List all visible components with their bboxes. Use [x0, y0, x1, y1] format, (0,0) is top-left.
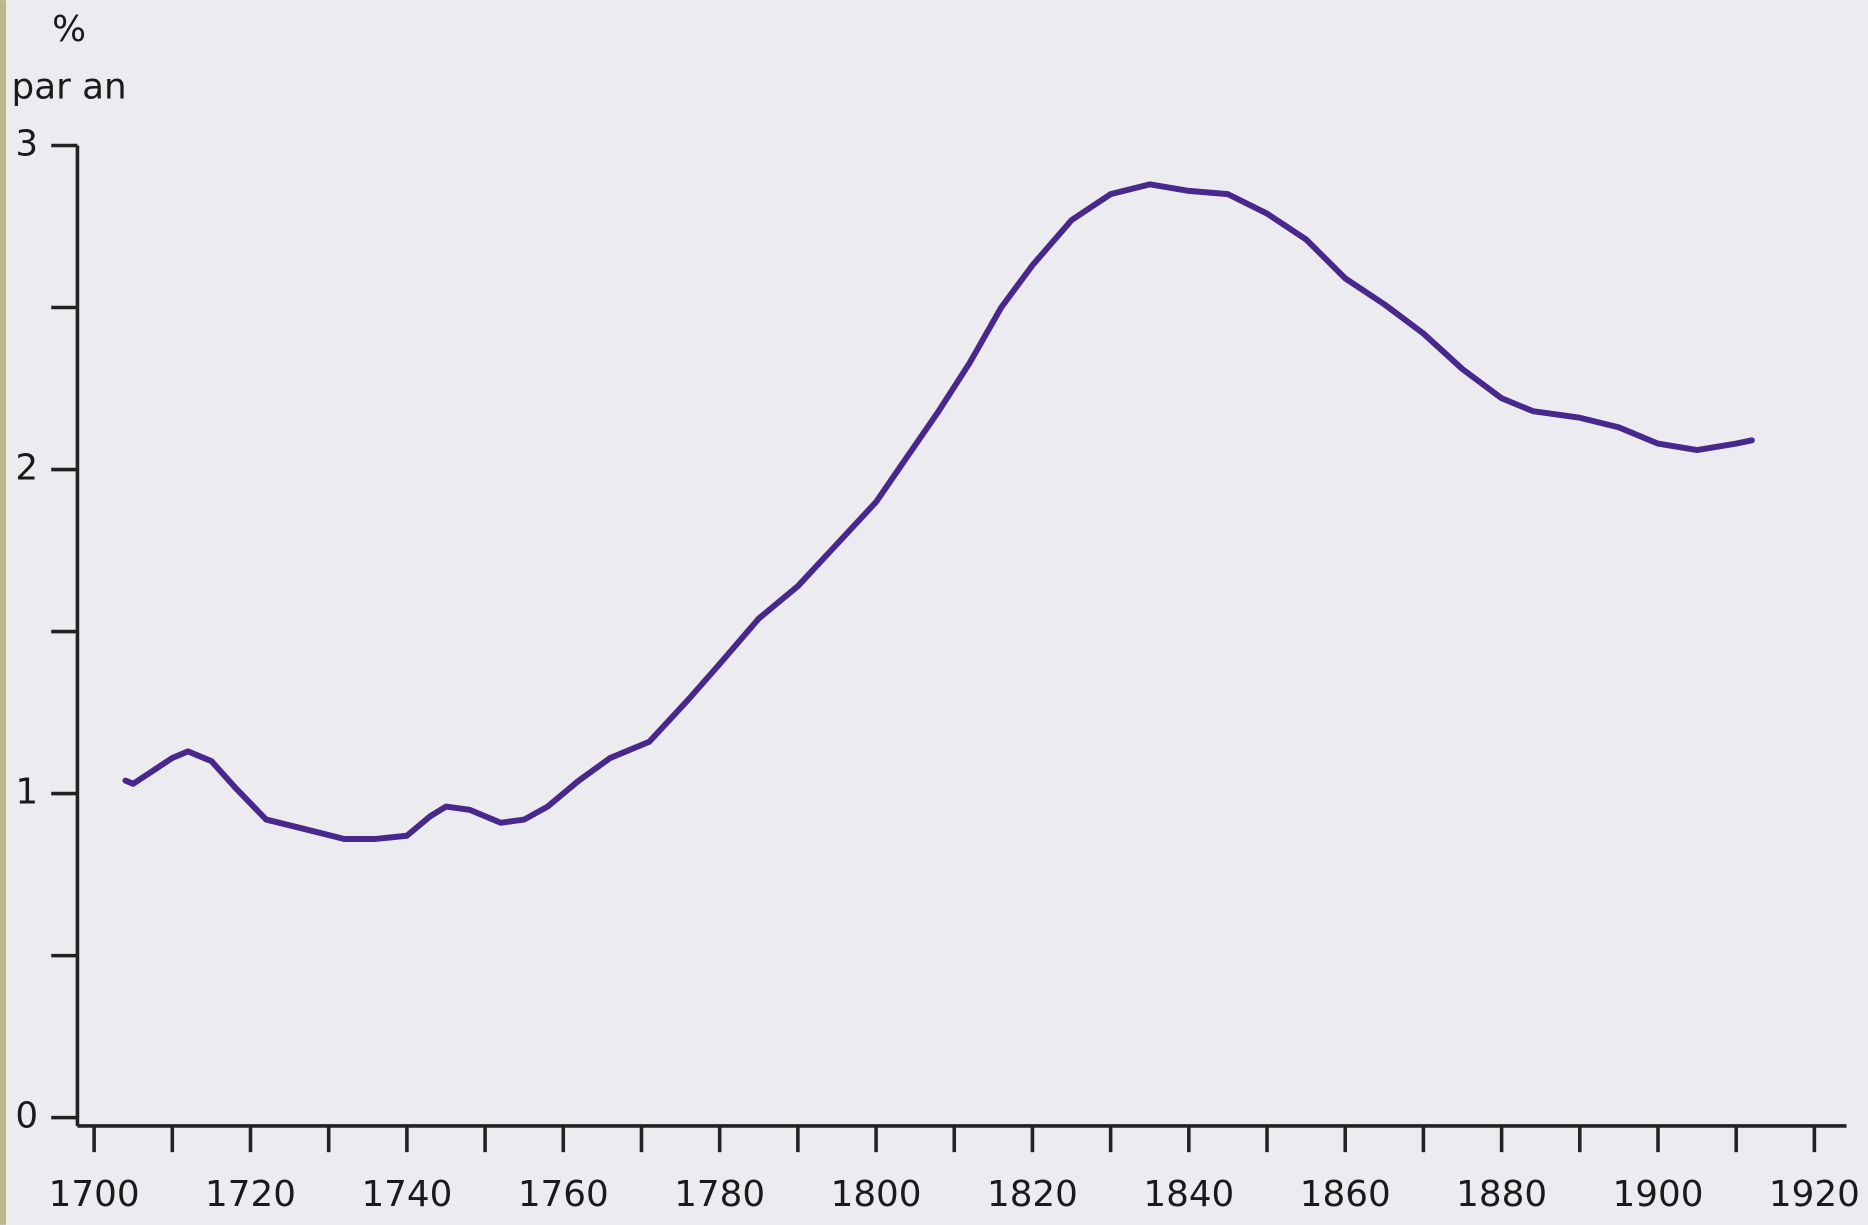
x-tick-label: 1800	[831, 1174, 922, 1215]
x-tick-label: 1860	[1300, 1174, 1391, 1215]
x-tick-label: 1740	[361, 1174, 452, 1215]
x-tick-label: 1840	[1143, 1174, 1234, 1215]
x-tick-label: 1780	[674, 1174, 765, 1215]
x-tick-label: 1880	[1456, 1174, 1547, 1215]
y-axis-label: %	[52, 9, 86, 50]
y-tick-label: 3	[15, 124, 38, 165]
y-axis-label: par an	[12, 66, 127, 107]
x-tick-label: 1900	[1613, 1174, 1704, 1215]
y-tick-label: 2	[15, 448, 38, 489]
y-tick-label: 0	[15, 1096, 38, 1137]
y-tick-label: 1	[15, 772, 38, 813]
line-series	[122, 181, 1755, 842]
x-tick-label: 1700	[49, 1174, 140, 1215]
x-tick-label: 1920	[1769, 1174, 1860, 1215]
x-tick-label: 1760	[518, 1174, 609, 1215]
x-tick-label: 1820	[987, 1174, 1078, 1215]
edge-strip	[0, 0, 6, 1225]
x-tick-label: 1720	[205, 1174, 296, 1215]
